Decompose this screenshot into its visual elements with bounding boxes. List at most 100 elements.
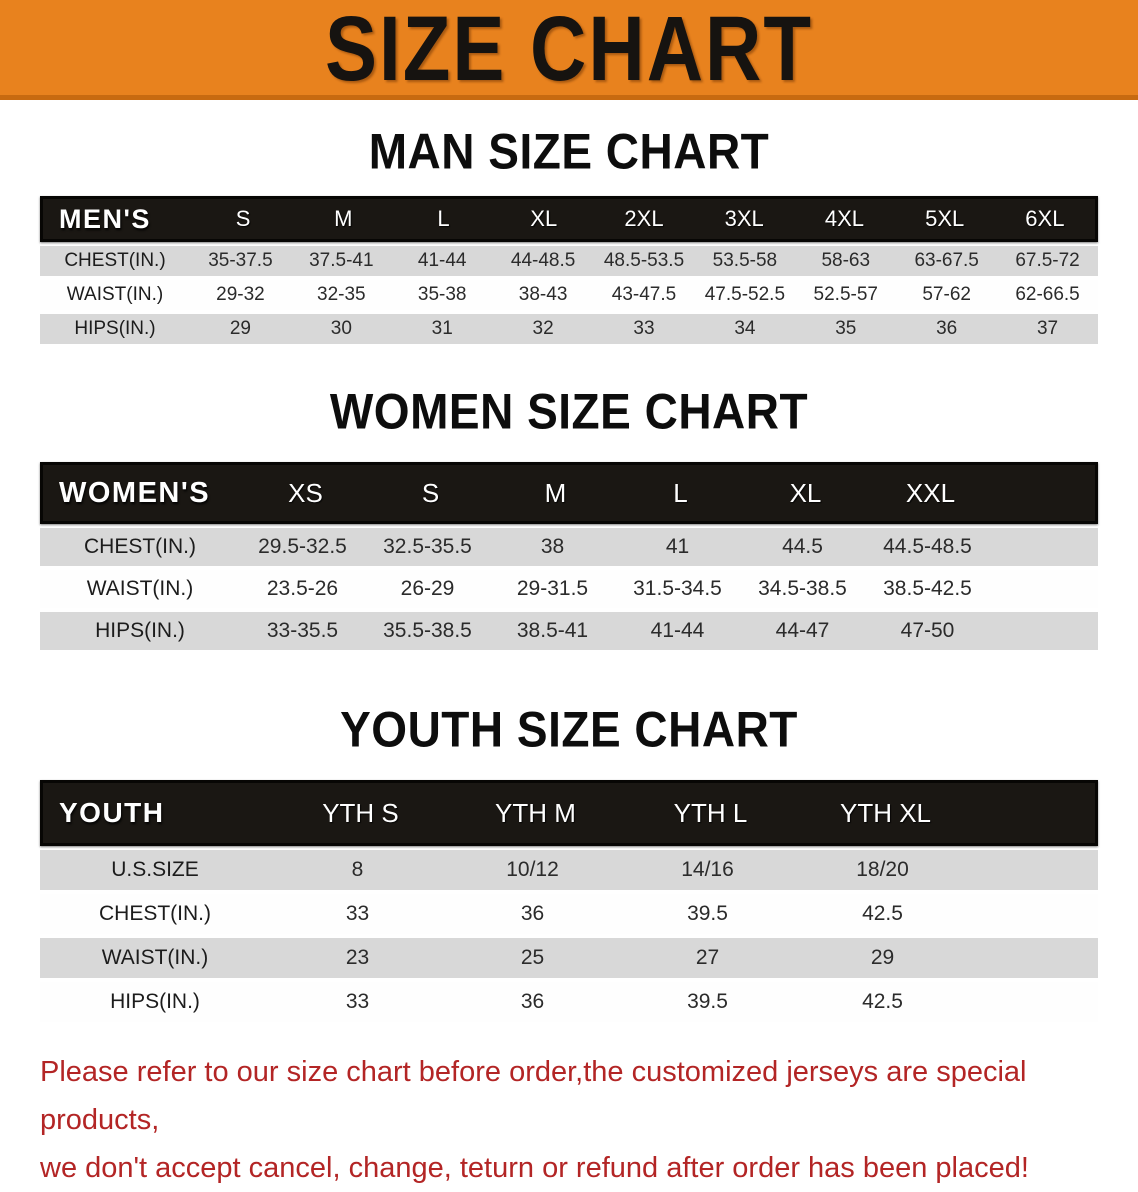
size-cell: 33 <box>345 902 370 925</box>
row-label: HIPS(IN.) <box>110 990 200 1013</box>
size-column-header: YTH S <box>322 797 399 828</box>
size-column-header: M <box>544 477 567 508</box>
size-cell: 39.5 <box>687 990 728 1013</box>
size-column-header: XS <box>288 477 323 508</box>
women-table-header-row: WOMEN'S XS S M L XL XXL <box>40 462 1098 524</box>
size-cell: 32.5-35.5 <box>383 535 472 558</box>
men-hips-row: HIPS(IN.) 29 30 31 32 33 34 35 36 37 <box>40 314 1098 344</box>
women-chest-row: CHEST(IN.) 29.5-32.5 32.5-35.5 38 41 44.… <box>40 528 1098 566</box>
size-cell: 41-44 <box>650 619 705 642</box>
size-cell: 36 <box>520 990 545 1013</box>
size-cell: 44-47 <box>775 619 830 642</box>
size-cell: 33 <box>633 318 655 339</box>
size-column-header: 6XL <box>1025 206 1065 231</box>
size-cell: 35-38 <box>417 284 467 305</box>
size-cell: 36 <box>520 902 545 925</box>
row-label: WAIST(IN.) <box>86 577 194 600</box>
size-cell: 58-63 <box>821 250 871 271</box>
size-cell: 52.5-57 <box>813 284 878 305</box>
size-column-header: S <box>235 206 251 231</box>
women-table-corner-label: WOMEN'S <box>59 476 211 509</box>
size-column-header: M <box>334 206 353 231</box>
size-cell: 44.5-48.5 <box>883 535 972 558</box>
size-column-header: 3XL <box>724 206 764 231</box>
size-cell: 27 <box>695 946 720 969</box>
size-cell: 29 <box>229 318 251 339</box>
size-cell: 30 <box>330 318 352 339</box>
youth-section-heading-text: YOUTH SIZE CHART <box>340 700 798 758</box>
row-label: HIPS(IN.) <box>95 619 185 642</box>
size-cell: 26-29 <box>400 577 455 600</box>
women-size-table: WOMEN'S XS S M L XL XXL CHEST(IN.) 29.5-… <box>40 462 1098 650</box>
size-column-header: YTH XL <box>839 797 932 828</box>
banner: SIZE CHART <box>0 0 1138 100</box>
row-label: CHEST(IN.) <box>84 535 196 558</box>
men-waist-row: WAIST(IN.) 29-32 32-35 35-38 38-43 43-47… <box>40 280 1098 310</box>
size-cell: 38.5-42.5 <box>883 577 972 600</box>
size-cell: 34.5-38.5 <box>758 577 847 600</box>
size-column-header: YTH L <box>673 797 748 828</box>
disclaimer-line-2: we don't accept cancel, change, teturn o… <box>40 1152 1029 1184</box>
row-label: CHEST(IN.) <box>99 902 211 925</box>
women-waist-row: WAIST(IN.) 23.5-26 26-29 29-31.5 31.5-34… <box>40 570 1098 608</box>
women-section-heading-text: WOMEN SIZE CHART <box>329 382 809 440</box>
size-cell: 62-66.5 <box>1015 284 1080 305</box>
row-label: HIPS(IN.) <box>74 318 156 339</box>
size-cell: 41-44 <box>417 250 467 271</box>
size-cell: 23.5-26 <box>266 577 339 600</box>
men-section-heading: MAN SIZE CHART <box>0 122 1138 180</box>
size-cell: 57-62 <box>922 284 971 305</box>
size-cell: 29-32 <box>216 284 265 305</box>
youth-size-table: YOUTH YTH S YTH M YTH L YTH XL U.S.SIZE … <box>40 780 1098 1022</box>
size-cell: 42.5 <box>862 990 903 1013</box>
size-column-header: XL <box>789 477 822 508</box>
size-cell: 37.5-41 <box>309 250 374 271</box>
size-cell: 29.5-32.5 <box>258 535 347 558</box>
size-cell: 32-35 <box>317 284 366 305</box>
size-column-header: XL <box>530 206 558 231</box>
size-cell: 53.5-58 <box>712 250 778 271</box>
size-cell: 48.5-53.5 <box>603 250 685 271</box>
size-cell: 8 <box>351 858 364 881</box>
row-label: WAIST(IN.) <box>101 946 209 969</box>
size-column-header: YTH M <box>495 797 576 828</box>
size-cell: 42.5 <box>862 902 903 925</box>
size-cell: 47.5-52.5 <box>704 284 786 305</box>
youth-section-heading: YOUTH SIZE CHART <box>0 700 1138 758</box>
size-cell: 23 <box>345 946 370 969</box>
size-column-header: S <box>421 477 440 508</box>
size-cell: 35-37.5 <box>208 250 273 271</box>
size-cell: 14/16 <box>681 858 734 881</box>
women-section-heading: WOMEN SIZE CHART <box>0 382 1138 440</box>
size-cell: 35 <box>835 318 857 339</box>
size-cell: 43-47.5 <box>611 284 677 305</box>
size-cell: 47-50 <box>900 619 955 642</box>
size-cell: 10/12 <box>506 858 559 881</box>
row-label: U.S.SIZE <box>111 858 199 881</box>
size-column-header: 4XL <box>824 206 865 231</box>
size-cell: 67.5-72 <box>1015 250 1080 271</box>
page-title: SIZE CHART <box>325 0 813 100</box>
size-cell: 38-43 <box>518 284 568 305</box>
size-cell: 37 <box>1036 318 1059 339</box>
size-cell: 31 <box>431 318 453 339</box>
size-cell: 31.5-34.5 <box>633 577 722 600</box>
size-cell: 38.5-41 <box>516 619 589 642</box>
disclaimer-note: Please refer to our size chart before or… <box>40 1048 1138 1192</box>
women-hips-row: HIPS(IN.) 33-35.5 35.5-38.5 38.5-41 41-4… <box>40 612 1098 650</box>
size-cell: 41 <box>665 535 690 558</box>
size-cell: 18/20 <box>856 858 909 881</box>
size-cell: 33 <box>345 990 370 1013</box>
row-label: WAIST(IN.) <box>66 284 164 305</box>
men-section-heading-text: MAN SIZE CHART <box>368 122 770 180</box>
youth-table-header-row: YOUTH YTH S YTH M YTH L YTH XL <box>40 780 1098 846</box>
size-cell: 32 <box>532 318 554 339</box>
youth-chest-row: CHEST(IN.) 33 36 39.5 42.5 <box>40 894 1098 934</box>
men-table-header-row: MEN'S S M L XL 2XL 3XL 4XL 5XL 6XL <box>40 196 1098 242</box>
size-cell: 36 <box>936 318 958 339</box>
disclaimer-line-1: Please refer to our size chart before or… <box>40 1056 1027 1136</box>
row-label: CHEST(IN.) <box>64 250 166 271</box>
size-cell: 38 <box>540 535 565 558</box>
size-cell: 44.5 <box>782 535 823 558</box>
